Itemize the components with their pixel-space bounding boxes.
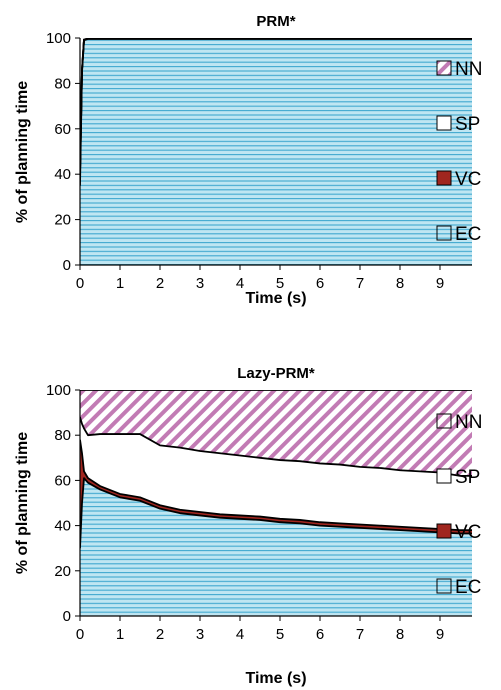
x-axis-label: Time (s) xyxy=(245,290,306,307)
legend-swatch-sp xyxy=(436,115,452,131)
boundary-ec xyxy=(80,477,472,549)
y-tick-label: 20 xyxy=(54,563,71,580)
legend-swatch-nn xyxy=(436,413,452,429)
legend-label-ec: EC xyxy=(455,577,481,598)
legend-label-vc: VC xyxy=(455,522,481,543)
x-tick-label: 3 xyxy=(196,626,204,643)
legend-label-sp: SP xyxy=(455,467,480,488)
legend-item-vc: VC xyxy=(436,169,481,190)
x-tick-label: 5 xyxy=(276,626,284,643)
area-nn xyxy=(80,390,472,476)
axes: 0 20 40 60 80 100 0 1 2 3 4 5 6 7 8 9 xyxy=(46,382,472,643)
plot-area xyxy=(80,390,472,616)
x-tick-label: 2 xyxy=(156,626,164,643)
y-tick-label: 100 xyxy=(46,30,71,47)
legend-item-vc: VC xyxy=(436,522,481,543)
chart-title: PRM* xyxy=(256,13,295,30)
legend-item-sp: SP xyxy=(436,114,480,135)
area-sp xyxy=(80,417,472,531)
x-axis-label: Time (s) xyxy=(245,670,306,687)
legend-item-ec: EC xyxy=(436,577,481,598)
y-tick-label: 60 xyxy=(54,121,71,138)
chart-lazy-prm: Lazy-PRM* % of planning time Time (s) 0 2… xyxy=(14,365,482,687)
x-tick-label: 9 xyxy=(436,275,444,292)
y-tick-label: 80 xyxy=(54,75,71,92)
x-tick-label: 1 xyxy=(116,275,124,292)
y-tick-label: 80 xyxy=(54,427,71,444)
y-tick-label: 60 xyxy=(54,472,71,489)
legend-item-nn: NN xyxy=(436,59,482,80)
chart-prm: PRM* % of planning time Time (s) 0204060… xyxy=(14,13,482,307)
legend-label-nn: NN xyxy=(455,412,482,433)
x-tick-label: 6 xyxy=(316,275,324,292)
x-tick-label: 5 xyxy=(276,275,284,292)
x-tick-label: 8 xyxy=(396,275,404,292)
x-tick-label: 7 xyxy=(356,626,364,643)
plot-area xyxy=(80,38,472,265)
legend-label-vc: VC xyxy=(455,169,481,190)
legend-label-sp: SP xyxy=(455,114,480,135)
x-tick-label: 9 xyxy=(436,626,444,643)
x-tick-label: 4 xyxy=(236,626,244,643)
y-tick-label: 20 xyxy=(54,212,71,229)
x-tick-label: 4 xyxy=(236,275,244,292)
y-tick-label: 40 xyxy=(54,518,71,535)
x-tick-label: 2 xyxy=(156,275,164,292)
legend-swatch-ec xyxy=(436,225,452,241)
legend-swatch-vc xyxy=(436,170,452,186)
x-tick-label: 0 xyxy=(76,275,84,292)
area-ec xyxy=(80,478,472,616)
x-tick-label: 1 xyxy=(116,626,124,643)
y-tick-label: 0 xyxy=(63,608,71,625)
y-axis-label: % of planning time xyxy=(14,81,31,223)
x-tick-label: 0 xyxy=(76,626,84,643)
legend-item-ec: EC xyxy=(436,224,481,245)
legend-label-nn: NN xyxy=(455,59,482,80)
legend-label-ec: EC xyxy=(455,224,481,245)
legend-swatch-nn xyxy=(436,60,452,76)
legend-swatch-ec xyxy=(436,578,452,594)
axes: 0 20 40 60 80 100 0 1 2 3 4 5 6 7 8 9 xyxy=(46,30,472,292)
legend-item-nn: NN xyxy=(436,412,482,433)
x-tick-label: 6 xyxy=(316,626,324,643)
legend-swatch-vc xyxy=(436,523,452,539)
legend: NN SP VC EC xyxy=(436,59,482,245)
chart-title: Lazy-PRM* xyxy=(237,365,315,382)
y-axis-label: % of planning time xyxy=(14,432,31,574)
x-tick-label: 7 xyxy=(356,275,364,292)
boundary-vc xyxy=(80,439,472,532)
boundary-nn xyxy=(80,38,472,175)
y-tick-label: 100 xyxy=(46,382,71,399)
legend: NN SP VC EC xyxy=(436,412,482,598)
area-ec xyxy=(80,38,472,265)
y-tick-label: 0 xyxy=(63,257,71,274)
y-tick-label: 40 xyxy=(54,166,71,183)
legend-item-sp: SP xyxy=(436,467,480,488)
x-tick-label: 3 xyxy=(196,275,204,292)
boundary-sp xyxy=(80,416,472,477)
x-tick-label: 8 xyxy=(396,626,404,643)
legend-swatch-sp xyxy=(436,468,452,484)
